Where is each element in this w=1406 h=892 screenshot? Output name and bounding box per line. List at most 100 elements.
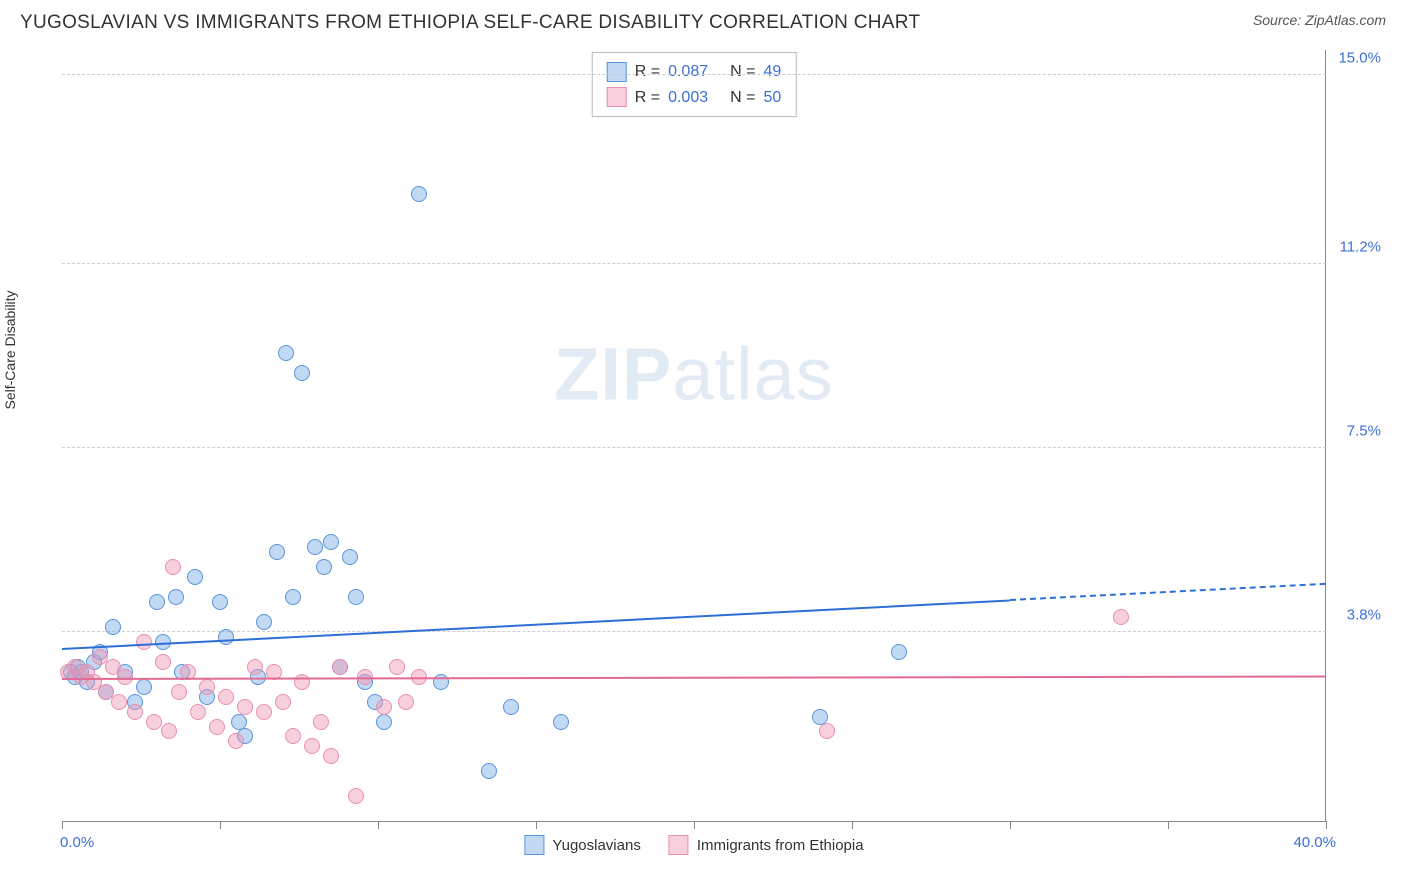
data-point (285, 589, 301, 605)
data-point (503, 699, 519, 715)
gridline (62, 631, 1326, 632)
data-point (136, 679, 152, 695)
data-point (307, 539, 323, 555)
data-point (209, 719, 225, 735)
gridline (62, 263, 1326, 264)
data-point (332, 659, 348, 675)
x-axis-max-label: 40.0% (1293, 834, 1336, 851)
data-point (187, 569, 203, 585)
data-point (190, 704, 206, 720)
data-point (155, 654, 171, 670)
data-point (891, 644, 907, 660)
data-point (294, 365, 310, 381)
data-point (117, 669, 133, 685)
gridline (62, 447, 1326, 448)
x-tick (1326, 821, 1327, 829)
x-axis-min-label: 0.0% (60, 834, 94, 851)
x-tick (852, 821, 853, 829)
series-swatch (607, 87, 627, 107)
data-point (316, 559, 332, 575)
data-point (269, 544, 285, 560)
watermark: ZIPatlas (554, 331, 833, 416)
x-tick (62, 821, 63, 829)
legend-label: Immigrants from Ethiopia (697, 837, 864, 854)
data-point (342, 549, 358, 565)
plot-region: ZIPatlas R =0.087N =49R =0.003N =50 0.0%… (62, 50, 1326, 822)
stat-n-value: 50 (763, 85, 781, 111)
data-point (323, 534, 339, 550)
data-point (171, 684, 187, 700)
data-point (127, 704, 143, 720)
stat-r-value: 0.003 (668, 85, 708, 111)
data-point (199, 679, 215, 695)
data-point (256, 704, 272, 720)
x-tick (220, 821, 221, 829)
data-point (323, 748, 339, 764)
x-tick (694, 821, 695, 829)
stats-legend-box: R = 0.087 N = 49 R = 0.003 N = 50 (592, 52, 797, 117)
data-point (212, 594, 228, 610)
watermark-light: atlas (672, 332, 833, 415)
legend-item: Yugoslavians (524, 835, 640, 855)
y-tick-label: 11.2% (1340, 238, 1381, 255)
data-point (389, 659, 405, 675)
stat-r-label: R = (635, 59, 660, 85)
data-point (111, 694, 127, 710)
data-point (398, 694, 414, 710)
trend-line (1010, 583, 1326, 601)
data-point (553, 714, 569, 730)
data-point (812, 709, 828, 725)
y-axis-label: Self-Care Disability (2, 290, 18, 409)
source-credit: Source: ZipAtlas.com (1253, 12, 1386, 28)
x-tick (378, 821, 379, 829)
data-point (313, 714, 329, 730)
bottom-legend: Yugoslavians Immigrants from Ethiopia (524, 835, 863, 855)
data-point (149, 594, 165, 610)
data-point (218, 629, 234, 645)
stat-r-value: 0.087 (668, 59, 708, 85)
stat-n-label: N = (730, 85, 755, 111)
data-point (161, 723, 177, 739)
data-point (376, 714, 392, 730)
legend-item: Immigrants from Ethiopia (669, 835, 864, 855)
legend-swatch (524, 835, 544, 855)
series-swatch (607, 62, 627, 82)
legend-swatch (669, 835, 689, 855)
data-point (231, 714, 247, 730)
x-tick (1168, 821, 1169, 829)
data-point (348, 788, 364, 804)
data-point (278, 345, 294, 361)
data-point (247, 659, 263, 675)
data-point (228, 733, 244, 749)
watermark-bold: ZIP (554, 332, 672, 415)
data-point (1113, 609, 1129, 625)
stat-r-label: R = (635, 85, 660, 111)
data-point (304, 738, 320, 754)
legend-label: Yugoslavians (552, 837, 640, 854)
data-point (237, 699, 253, 715)
data-point (348, 589, 364, 605)
data-point (481, 763, 497, 779)
data-point (256, 614, 272, 630)
data-point (146, 714, 162, 730)
stat-n-value: 49 (763, 59, 781, 85)
data-point (819, 723, 835, 739)
trend-line (62, 599, 1010, 650)
x-tick (536, 821, 537, 829)
gridline (62, 74, 1326, 75)
data-point (376, 699, 392, 715)
chart-title: YUGOSLAVIAN VS IMMIGRANTS FROM ETHIOPIA … (20, 12, 920, 34)
y-tick-label: 15.0% (1338, 49, 1381, 66)
stats-row: R = 0.003 N = 50 (607, 85, 782, 111)
data-point (275, 694, 291, 710)
data-point (285, 728, 301, 744)
data-point (218, 689, 234, 705)
data-point (165, 559, 181, 575)
chart-area: Self-Care Disability ZIPatlas R =0.087N … (20, 50, 1386, 872)
data-point (411, 186, 427, 202)
data-point (105, 619, 121, 635)
stat-n-label: N = (730, 59, 755, 85)
x-tick (1010, 821, 1011, 829)
data-point (136, 634, 152, 650)
right-axis-line (1325, 50, 1326, 821)
